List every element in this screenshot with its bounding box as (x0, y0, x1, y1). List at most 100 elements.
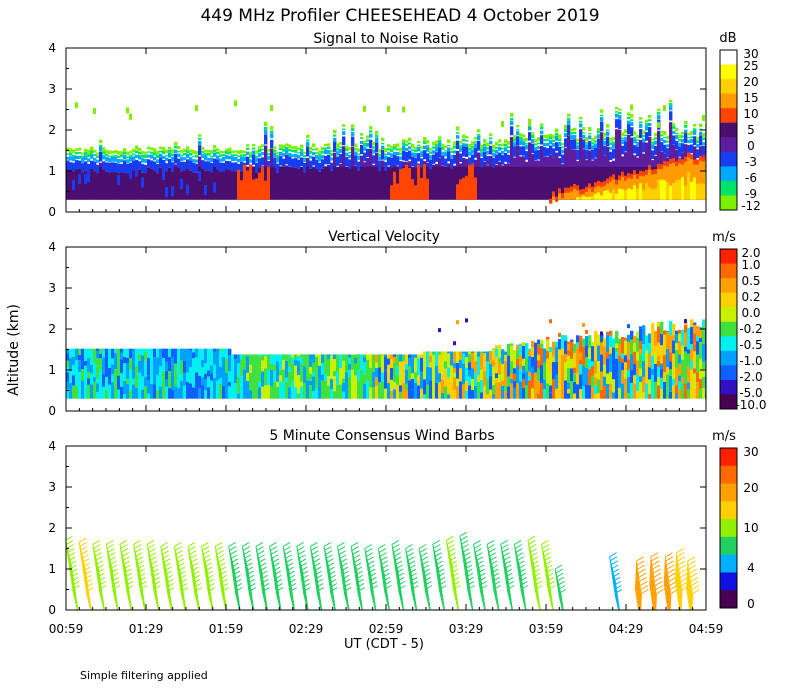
snr-cell (153, 170, 157, 200)
snr-cell (273, 146, 277, 150)
wind-barb-feather (369, 576, 377, 582)
snr-cell (192, 162, 196, 173)
velocity-cell (546, 350, 550, 359)
wind-barb-feather (125, 576, 133, 582)
snr-cell (600, 187, 604, 200)
velocity-cell (351, 354, 355, 370)
velocity-cell (498, 357, 502, 363)
wind-barb-feather (463, 560, 472, 566)
velocity-cell (591, 366, 595, 376)
snr-cell (621, 137, 625, 140)
wind-barb-feather (206, 578, 215, 584)
velocity-cell (696, 354, 700, 373)
velocity-cell (261, 354, 265, 361)
wind-barb (638, 585, 641, 610)
snr-cell (660, 134, 664, 137)
snr-cell (303, 162, 307, 173)
snr-cell (573, 139, 577, 150)
velocity-cell (510, 345, 514, 362)
wind-barb-feather (123, 568, 132, 574)
snr-cell (285, 166, 289, 200)
velocity-cell (240, 366, 244, 377)
snr-cell (654, 133, 658, 137)
wind-barb-feather (94, 556, 103, 562)
velocity-cell (114, 369, 118, 384)
snr-cell (336, 148, 340, 151)
snr-cell (693, 124, 697, 127)
velocity-cell (639, 341, 643, 350)
snr-cell (258, 172, 262, 200)
velocity-cell (99, 348, 103, 354)
velocity-cell (324, 380, 328, 399)
wind-barb-feather (135, 556, 144, 562)
wind-barb-feather (111, 576, 119, 582)
velocity-cell (198, 388, 202, 399)
snr-cell (105, 171, 109, 200)
snr-cell (117, 159, 121, 163)
wind-barb-feather (83, 570, 92, 576)
velocity-cell (309, 385, 313, 391)
velocity-cell (633, 383, 637, 399)
colorbar-label: 20 (743, 481, 758, 495)
velocity-cell (681, 345, 685, 360)
y-tick-label: 0 (48, 603, 56, 617)
velocity-cell (678, 354, 682, 364)
snr-cell (552, 135, 556, 139)
snr-cell (612, 179, 616, 200)
snr-cell (501, 143, 505, 147)
snr-cell (108, 172, 112, 200)
snr-cell (621, 132, 625, 136)
velocity-cell (621, 358, 625, 363)
snr-cell (387, 166, 391, 200)
snr-cell (522, 166, 526, 200)
wind-barb-feather (174, 542, 182, 547)
velocity-cell (144, 386, 148, 399)
wind-barb-feather (544, 560, 552, 566)
snr-cell (327, 154, 331, 165)
velocity-cell (141, 376, 145, 390)
snr-cell (588, 127, 592, 132)
snr-cell (219, 158, 223, 162)
snr-cell (552, 196, 556, 200)
wind-barb-feather (244, 558, 252, 564)
wind-barb-feather (235, 587, 243, 592)
snr-cell (672, 130, 676, 134)
colorbar-swatch (720, 278, 737, 294)
velocity-cell (105, 348, 109, 362)
velocity-cell (210, 380, 214, 391)
velocity-cell (222, 372, 226, 380)
velocity-cell (522, 387, 526, 399)
velocity-cell (66, 389, 70, 399)
velocity-cell (699, 373, 703, 379)
velocity-cell (213, 394, 217, 399)
velocity-cell (201, 348, 205, 360)
snr-cell (243, 150, 247, 154)
velocity-cell (486, 361, 490, 379)
velocity-cell (567, 341, 571, 344)
snr-cell (357, 170, 361, 200)
velocity-cell (570, 368, 574, 382)
snr-cell (252, 143, 256, 147)
wind-barb-feather (160, 542, 168, 547)
velocity-cell (693, 343, 697, 352)
velocity-cell (660, 363, 664, 369)
velocity-cell (111, 348, 115, 359)
snr-cell (147, 154, 151, 158)
snr-cell (381, 149, 385, 160)
snr-cell (150, 147, 154, 151)
velocity-cell (621, 383, 625, 399)
snr-cell (165, 163, 169, 172)
wind-barb-feather (465, 572, 474, 578)
velocity-cell (561, 387, 565, 399)
snr-cell (630, 174, 634, 180)
wind-barb-feather (180, 583, 188, 588)
colorbar-swatch (720, 249, 737, 265)
snr-cell (672, 135, 676, 145)
velocity-cell (75, 376, 79, 387)
velocity-cell (288, 356, 292, 368)
velocity-cell (612, 379, 616, 393)
snr-cell (408, 146, 412, 150)
wind-barb-feather (233, 574, 241, 580)
snr-cell (465, 140, 469, 142)
